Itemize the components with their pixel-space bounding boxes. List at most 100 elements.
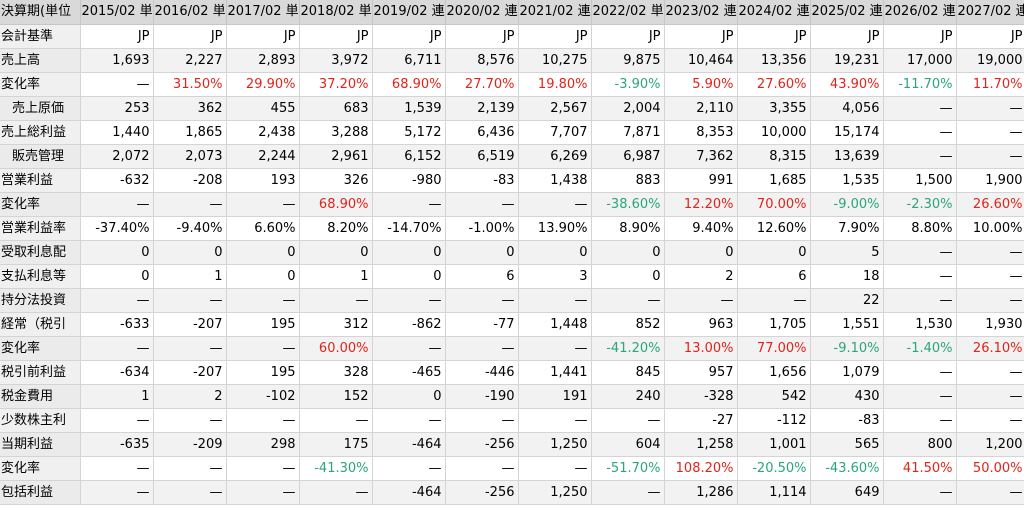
table-cell[interactable]: -41.20%: [591, 336, 665, 361]
table-cell[interactable]: 18: [810, 264, 884, 289]
table-cell[interactable]: 7.90%: [810, 216, 884, 241]
table-cell[interactable]: 1,438: [518, 168, 592, 193]
header-cell-period[interactable]: 2016/02 単: [153, 0, 227, 25]
table-cell[interactable]: JP: [956, 24, 1024, 49]
table-cell[interactable]: 1,865: [153, 120, 227, 145]
row-label-cell[interactable]: 売上原価: [0, 96, 81, 121]
table-cell[interactable]: 5: [810, 240, 884, 265]
table-cell[interactable]: 430: [810, 384, 884, 409]
header-cell-period[interactable]: 2023/02 連: [664, 0, 738, 25]
row-label-cell[interactable]: 税引前利益: [0, 360, 81, 385]
row-label-cell[interactable]: 当期利益: [0, 432, 81, 457]
table-cell[interactable]: —: [299, 288, 373, 313]
table-cell[interactable]: -1.00%: [445, 216, 519, 241]
table-cell[interactable]: —: [372, 456, 446, 481]
table-cell[interactable]: 1,200: [956, 432, 1024, 457]
table-cell[interactable]: 13,639: [810, 144, 884, 169]
table-cell[interactable]: 4,056: [810, 96, 884, 121]
table-cell[interactable]: —: [956, 288, 1024, 313]
table-cell[interactable]: 27.70%: [445, 72, 519, 97]
table-cell[interactable]: -190: [445, 384, 519, 409]
table-cell[interactable]: —: [737, 288, 811, 313]
table-cell[interactable]: —: [226, 192, 300, 217]
table-cell[interactable]: 41.50%: [883, 456, 957, 481]
table-cell[interactable]: JP: [226, 24, 300, 49]
header-cell-period[interactable]: 2022/02 単: [591, 0, 665, 25]
table-cell[interactable]: —: [372, 336, 446, 361]
row-label-cell[interactable]: 持分法投資: [0, 288, 81, 313]
table-cell[interactable]: 1,685: [737, 168, 811, 193]
table-cell[interactable]: —: [883, 360, 957, 385]
row-label-cell[interactable]: 受取利息配: [0, 240, 81, 265]
table-cell[interactable]: -980: [372, 168, 446, 193]
row-label-cell[interactable]: 包括利益: [0, 480, 81, 505]
table-cell[interactable]: 191: [518, 384, 592, 409]
table-cell[interactable]: JP: [299, 24, 373, 49]
row-label-cell[interactable]: 変化率: [0, 72, 81, 97]
table-cell[interactable]: —: [80, 288, 154, 313]
table-cell[interactable]: JP: [518, 24, 592, 49]
table-cell[interactable]: 5,172: [372, 120, 446, 145]
table-cell[interactable]: 800: [883, 432, 957, 457]
table-cell[interactable]: 2,961: [299, 144, 373, 169]
table-cell[interactable]: 0: [153, 240, 227, 265]
table-cell[interactable]: 31.50%: [153, 72, 227, 97]
table-cell[interactable]: —: [518, 336, 592, 361]
table-cell[interactable]: 1: [80, 384, 154, 409]
table-cell[interactable]: —: [883, 384, 957, 409]
table-cell[interactable]: -634: [80, 360, 154, 385]
table-cell[interactable]: -37.40%: [80, 216, 154, 241]
table-cell[interactable]: -83: [445, 168, 519, 193]
table-cell[interactable]: 60.00%: [299, 336, 373, 361]
table-cell[interactable]: 70.00%: [737, 192, 811, 217]
table-cell[interactable]: —: [956, 120, 1024, 145]
table-cell[interactable]: 991: [664, 168, 738, 193]
table-cell[interactable]: —: [226, 288, 300, 313]
table-cell[interactable]: 2,004: [591, 96, 665, 121]
table-cell[interactable]: —: [956, 360, 1024, 385]
table-cell[interactable]: 326: [299, 168, 373, 193]
row-label-cell[interactable]: 少数株主利: [0, 408, 81, 433]
table-cell[interactable]: 6,519: [445, 144, 519, 169]
row-label-cell[interactable]: 営業利益率: [0, 216, 81, 241]
table-cell[interactable]: -632: [80, 168, 154, 193]
table-cell[interactable]: —: [80, 336, 154, 361]
header-cell-period[interactable]: 2017/02 単: [226, 0, 300, 25]
table-cell[interactable]: —: [80, 456, 154, 481]
table-cell[interactable]: 2,244: [226, 144, 300, 169]
table-cell[interactable]: —: [591, 408, 665, 433]
header-cell-period[interactable]: 2019/02 連: [372, 0, 446, 25]
table-cell[interactable]: —: [664, 288, 738, 313]
table-cell[interactable]: -328: [664, 384, 738, 409]
table-cell[interactable]: 10,464: [664, 48, 738, 73]
table-cell[interactable]: 195: [226, 360, 300, 385]
table-cell[interactable]: 6: [445, 264, 519, 289]
table-cell[interactable]: 9.40%: [664, 216, 738, 241]
table-cell[interactable]: JP: [372, 24, 446, 49]
table-cell[interactable]: 565: [810, 432, 884, 457]
table-cell[interactable]: JP: [445, 24, 519, 49]
table-cell[interactable]: -38.60%: [591, 192, 665, 217]
table-cell[interactable]: —: [591, 480, 665, 505]
table-cell[interactable]: -464: [372, 480, 446, 505]
table-cell[interactable]: —: [883, 96, 957, 121]
table-cell[interactable]: —: [445, 456, 519, 481]
table-cell[interactable]: 328: [299, 360, 373, 385]
table-cell[interactable]: 1,258: [664, 432, 738, 457]
table-cell[interactable]: 26.10%: [956, 336, 1024, 361]
table-cell[interactable]: 2,893: [226, 48, 300, 73]
table-cell[interactable]: 68.90%: [299, 192, 373, 217]
table-cell[interactable]: -1.40%: [883, 336, 957, 361]
table-cell[interactable]: —: [518, 192, 592, 217]
table-cell[interactable]: 3,972: [299, 48, 373, 73]
table-cell[interactable]: -256: [445, 480, 519, 505]
table-cell[interactable]: 0: [80, 264, 154, 289]
table-cell[interactable]: 2,139: [445, 96, 519, 121]
table-cell[interactable]: JP: [737, 24, 811, 49]
table-cell[interactable]: —: [80, 408, 154, 433]
table-cell[interactable]: 2,073: [153, 144, 227, 169]
table-cell[interactable]: 10,000: [737, 120, 811, 145]
table-cell[interactable]: -112: [737, 408, 811, 433]
table-cell[interactable]: -2.30%: [883, 192, 957, 217]
table-cell[interactable]: 240: [591, 384, 665, 409]
